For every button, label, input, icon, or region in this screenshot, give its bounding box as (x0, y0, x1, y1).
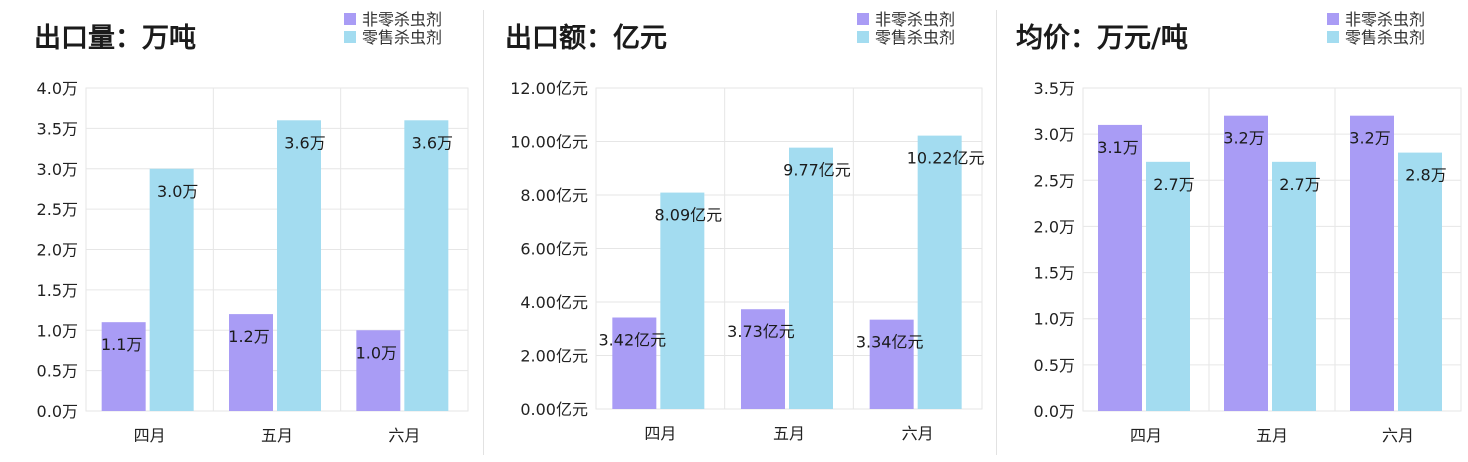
y-tick-label: 3.5万 (37, 119, 78, 138)
data-label: 3.6万 (284, 133, 325, 152)
data-label: 3.6万 (412, 133, 453, 152)
y-tick-label: 1.5万 (1034, 264, 1075, 283)
panel-divider (483, 10, 484, 455)
bar (1350, 115, 1394, 411)
legend-label: 非零杀虫剂 (1345, 10, 1425, 29)
x-category-label: 五月 (773, 424, 805, 443)
bar (1224, 115, 1268, 411)
data-label: 1.0万 (356, 343, 397, 362)
y-tick-label: 2.0万 (37, 241, 78, 260)
bar (741, 309, 785, 409)
bar (1272, 161, 1316, 411)
data-label: 1.2万 (228, 327, 269, 346)
bar (612, 317, 657, 409)
legend-label: 非零杀虫剂 (875, 10, 955, 29)
bar (149, 168, 194, 411)
y-tick-label: 0.00亿元 (520, 400, 588, 419)
y-tick-label: 6.00亿元 (520, 240, 588, 259)
bar (404, 120, 449, 412)
legend-swatch (1327, 13, 1339, 25)
data-label: 3.2万 (1223, 129, 1264, 148)
y-tick-label: 0.0万 (1034, 402, 1075, 421)
bar (101, 322, 146, 411)
x-category-label: 四月 (1130, 426, 1162, 445)
bar (1098, 124, 1142, 412)
data-label: 2.7万 (1279, 175, 1320, 194)
y-tick-label: 8.00亿元 (520, 186, 588, 205)
data-label: 10.22亿元 (907, 149, 985, 168)
y-tick-label: 3.0万 (37, 160, 78, 179)
bar (277, 120, 321, 412)
data-label: 1.1万 (101, 335, 142, 354)
y-tick-label: 10.00亿元 (510, 133, 588, 152)
x-category-label: 六月 (1382, 426, 1414, 445)
data-label: 2.8万 (1405, 166, 1446, 185)
y-tick-label: 12.00亿元 (510, 79, 588, 98)
legend-swatch (344, 13, 356, 25)
bar (869, 319, 914, 409)
chart-title: 出口额：亿元 (505, 23, 667, 54)
y-tick-label: 3.5万 (1034, 79, 1075, 98)
x-category-label: 六月 (902, 424, 934, 443)
data-label: 3.42亿元 (599, 331, 667, 350)
data-label: 2.7万 (1153, 175, 1194, 194)
y-tick-label: 4.00亿元 (520, 293, 588, 312)
y-tick-label: 2.5万 (37, 200, 78, 219)
y-tick-label: 1.5万 (37, 281, 78, 300)
chart-title: 出口量：万吨 (34, 23, 196, 54)
x-category-label: 五月 (1256, 426, 1288, 445)
legend-label: 零售杀虫剂 (1345, 28, 1425, 47)
x-category-label: 四月 (644, 424, 676, 443)
y-tick-label: 2.00亿元 (520, 347, 588, 366)
legend-label: 零售杀虫剂 (875, 28, 955, 47)
x-category-label: 四月 (134, 426, 166, 445)
x-category-label: 六月 (388, 426, 420, 445)
y-tick-label: 2.0万 (1034, 217, 1075, 236)
y-tick-label: 0.5万 (1034, 356, 1075, 375)
legend-swatch (857, 13, 869, 25)
legend-swatch (1327, 31, 1339, 43)
data-label: 3.34亿元 (856, 333, 924, 352)
bar (789, 147, 833, 409)
bar (356, 330, 401, 411)
legend-swatch (344, 31, 356, 43)
x-category-label: 五月 (261, 426, 293, 445)
legend-swatch (857, 31, 869, 43)
bar (917, 135, 962, 410)
panel-divider (996, 10, 997, 455)
y-tick-label: 4.0万 (37, 79, 78, 98)
bar (660, 192, 705, 409)
y-tick-label: 3.0万 (1034, 125, 1075, 144)
data-label: 3.0万 (157, 182, 198, 201)
data-label: 8.09亿元 (655, 206, 723, 225)
legend-label: 零售杀虫剂 (362, 28, 442, 47)
bar (229, 314, 273, 411)
y-tick-label: 0.5万 (37, 362, 78, 381)
y-tick-label: 2.5万 (1034, 171, 1075, 190)
y-tick-label: 0.0万 (37, 402, 78, 421)
data-label: 3.2万 (1349, 129, 1390, 148)
y-tick-label: 1.0万 (1034, 310, 1075, 329)
data-label: 9.77亿元 (783, 161, 851, 180)
bar (1398, 152, 1442, 411)
data-label: 3.1万 (1097, 138, 1138, 157)
data-label: 3.73亿元 (727, 322, 795, 341)
chart-title: 均价：万元/吨 (1016, 23, 1188, 54)
bar (1146, 161, 1190, 411)
legend-label: 非零杀虫剂 (362, 10, 442, 29)
y-tick-label: 1.0万 (37, 321, 78, 340)
